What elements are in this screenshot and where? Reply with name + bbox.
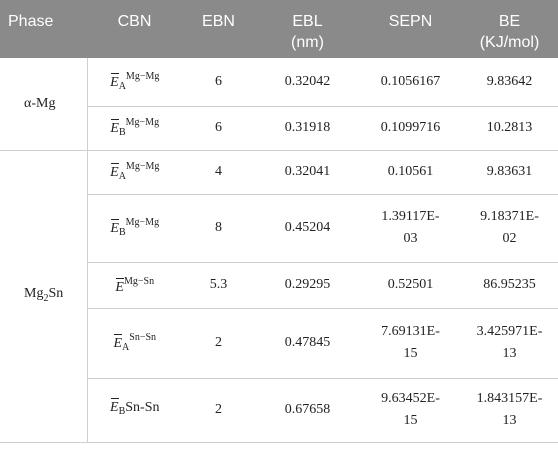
- ebl-cell: 0.29295: [255, 262, 360, 309]
- sepn-cell: 0.1099716: [360, 106, 461, 151]
- bond-symbol: EASn−Sn: [113, 332, 157, 353]
- header-ebl-line2: (nm): [291, 34, 324, 51]
- ebl-cell: 0.47845: [255, 308, 360, 379]
- bond-symbol: EBMg−Mg: [110, 217, 160, 238]
- be-cell: 86.95235: [461, 262, 558, 309]
- be-cell: 9.83631: [461, 150, 558, 195]
- cbn-cell: EAMg−Mg: [87, 150, 182, 195]
- ebl-cell: 0.32042: [255, 58, 360, 107]
- be-cell: 9.83642: [461, 58, 558, 107]
- sepn-cell: 0.52501: [360, 262, 461, 309]
- be-cell: 1.843157E- 13: [461, 378, 558, 443]
- header-be: BE (KJ/mol): [461, 0, 558, 58]
- header-cbn: CBN: [87, 0, 182, 58]
- bond-symbol: EAMg−Mg: [110, 161, 160, 182]
- table-row: EBSn-Sn 2 0.67658 9.63452E- 15 1.843157E-…: [0, 378, 558, 443]
- sepn-cell: 1.39117E- 03: [360, 194, 461, 263]
- sepn-cell: 0.10561: [360, 150, 461, 195]
- ebn-cell: 4: [182, 150, 255, 195]
- table-row: α-Mg EAMg−Mg 6 0.32042 0.1056167 9.83642: [0, 58, 558, 151]
- ebl-cell: 0.31918: [255, 106, 360, 151]
- sepn-cell: 9.63452E- 15: [360, 378, 461, 443]
- sepn-cell: 0.1056167: [360, 58, 461, 107]
- bond-symbol: EBSn-Sn: [110, 398, 159, 417]
- be-cell: 3.425971E- 13: [461, 308, 558, 379]
- ebn-cell: 2: [182, 308, 255, 379]
- header-phase: Phase: [0, 0, 87, 58]
- cbn-cell: EBMg−Mg: [87, 106, 182, 151]
- header-ebl-line1: EBL: [292, 13, 323, 30]
- table-row: EBMg−Mg 8 0.45204 1.39117E- 03 9.18371E- 0…: [0, 194, 558, 263]
- ebl-cell: 0.32041: [255, 150, 360, 195]
- ebn-cell: 5.3: [182, 262, 255, 309]
- table-row: Mg2Sn EAMg−Mg 4 0.32041 0.10561 9.83631: [0, 150, 558, 443]
- cbn-cell: EAMg−Mg: [87, 58, 182, 107]
- bond-symbol: EMg−Sn: [115, 276, 154, 295]
- phase-mg2sn: Mg2Sn: [0, 150, 88, 443]
- be-cell: 9.18371E- 02: [461, 194, 558, 263]
- header-ebn: EBN: [182, 0, 255, 58]
- table-row: EBMg−Mg 6 0.31918 0.1099716 10.2813: [0, 106, 558, 151]
- bond-energy-table: Phase CBN EBN EBL (nm) SEPN BE (KJ/mol) …: [0, 0, 558, 443]
- header-ebl: EBL (nm): [255, 0, 360, 58]
- ebn-cell: 2: [182, 378, 255, 443]
- header-be-line1: BE: [498, 13, 521, 30]
- phase-alpha-mg: α-Mg: [0, 58, 88, 151]
- table-row: EASn−Sn 2 0.47845 7.69131E- 15 3.425971E-…: [0, 308, 558, 379]
- ebn-cell: 6: [182, 58, 255, 107]
- ebn-cell: 6: [182, 106, 255, 151]
- cbn-cell: EBMg−Mg: [87, 194, 182, 263]
- ebl-cell: 0.67658: [255, 378, 360, 443]
- cbn-cell: EASn−Sn: [87, 308, 182, 379]
- header-row: Phase CBN EBN EBL (nm) SEPN BE (KJ/mol): [0, 0, 558, 58]
- sepn-cell: 7.69131E- 15: [360, 308, 461, 379]
- ebn-cell: 8: [182, 194, 255, 263]
- cbn-cell: EMg−Sn: [87, 262, 182, 309]
- bond-symbol: EAMg−Mg: [110, 70, 160, 92]
- header-be-line2: (KJ/mol): [479, 34, 540, 51]
- be-cell: 10.2813: [461, 106, 558, 151]
- ebl-cell: 0.45204: [255, 194, 360, 263]
- cbn-cell: EBSn-Sn: [87, 378, 182, 443]
- table-row: EMg−Sn 5.3 0.29295 0.52501 86.95235: [0, 262, 558, 309]
- header-sepn: SEPN: [360, 0, 461, 58]
- bond-symbol: EBMg−Mg: [110, 117, 160, 138]
